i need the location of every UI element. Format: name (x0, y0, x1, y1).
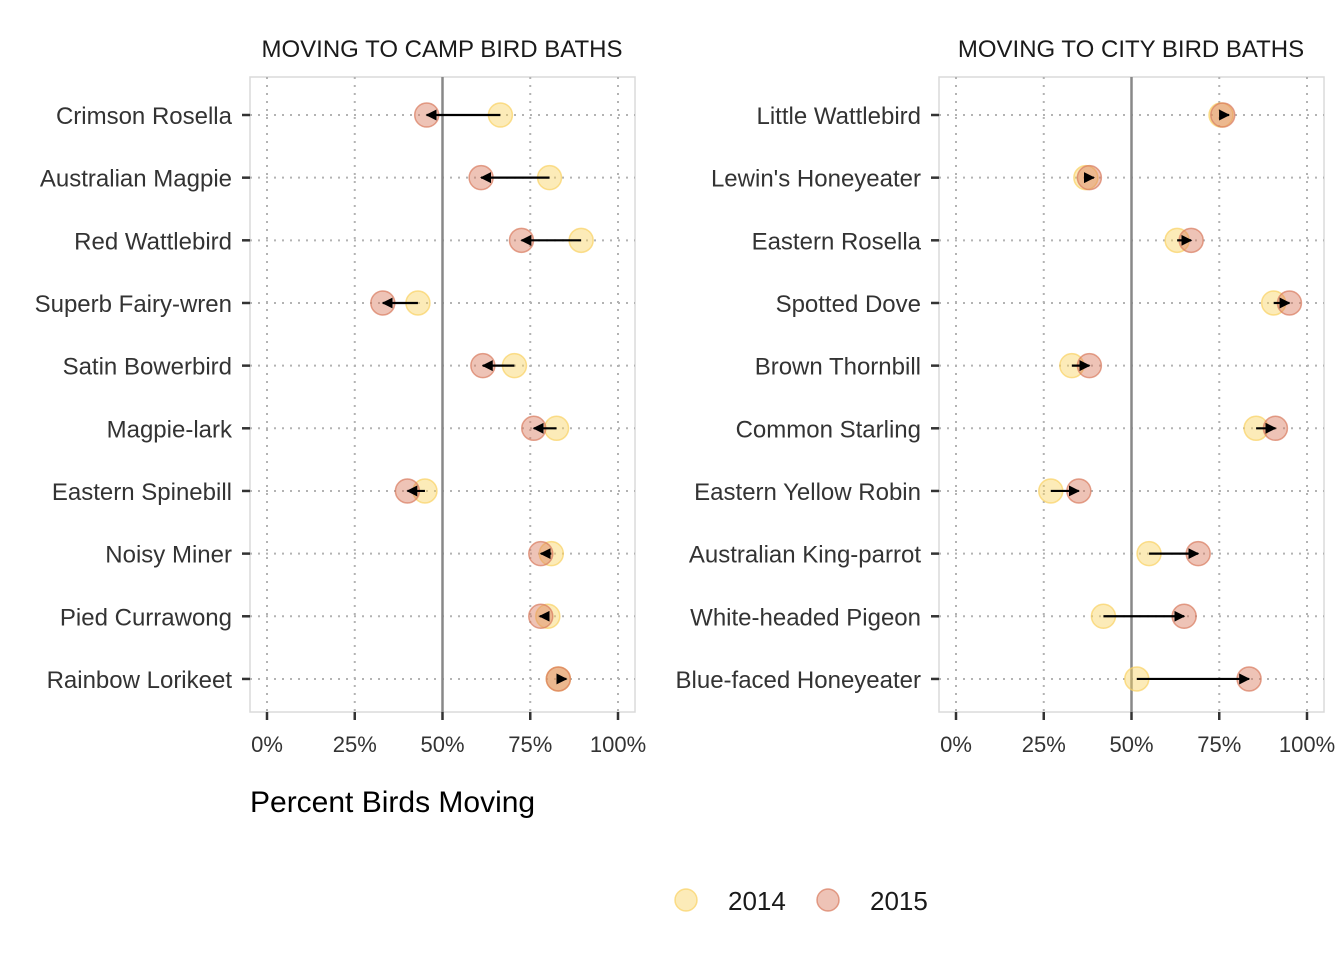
y-tick-label: Little Wattlebird (756, 103, 921, 130)
y-tick-label: Australian King-parrot (689, 542, 921, 569)
x-tick-label: 50% (420, 732, 464, 757)
y-tick-label: Spotted Dove (776, 291, 921, 318)
panel-city: Little Wattlebird Lewin's Honeyeater Easte… (676, 76, 1335, 757)
y-tick-label: White-headed Pigeon (690, 604, 921, 631)
y-tick-label: Satin Bowerbird (63, 354, 232, 381)
x-axis-title: Percent Birds Moving (250, 786, 535, 819)
x-tick-label: 0% (251, 732, 283, 757)
panel-camp: Crimson Rosella Australian Magpie Red Watt… (35, 76, 646, 757)
y-tick-label: Magpie-lark (107, 416, 233, 443)
y-tick-label: Eastern Rosella (752, 228, 922, 255)
y-tick-label: Eastern Spinebill (52, 479, 232, 506)
legend-key-2015 (816, 888, 840, 912)
x-tick-label: 25% (333, 732, 377, 757)
y-tick-label: Lewin's Honeyeater (711, 166, 921, 193)
y-tick-label: Red Wattlebird (74, 228, 232, 255)
x-tick-label: 25% (1022, 732, 1066, 757)
x-tick-label: 100% (1279, 732, 1335, 757)
x-tick-label: 75% (1197, 732, 1241, 757)
legend: 2014 2015 (674, 886, 928, 916)
y-tick-label: Crimson Rosella (56, 103, 233, 130)
y-tick-label: Blue-faced Honeyeater (676, 667, 921, 694)
panel-title-camp: MOVING TO CAMP BIRD BATHS (262, 36, 623, 63)
legend-key-2014 (674, 888, 698, 912)
y-tick-label: Superb Fairy-wren (35, 291, 232, 318)
y-tick-label: Noisy Miner (105, 542, 232, 569)
x-tick-label: 50% (1109, 732, 1153, 757)
y-tick-label: Australian Magpie (40, 166, 232, 193)
x-tick-label: 100% (590, 732, 646, 757)
y-tick-label: Brown Thornbill (755, 354, 921, 381)
legend-label-2014: 2014 (728, 886, 786, 916)
y-tick-label: Eastern Yellow Robin (694, 479, 921, 506)
x-tick-label: 75% (508, 732, 552, 757)
y-tick-label: Pied Currawong (60, 604, 232, 631)
y-tick-label: Common Starling (736, 416, 921, 443)
y-tick-label: Rainbow Lorikeet (47, 667, 233, 694)
panel-title-city: MOVING TO CITY BIRD BATHS (958, 36, 1304, 63)
legend-label-2015: 2015 (870, 886, 928, 916)
x-tick-label: 0% (940, 732, 972, 757)
